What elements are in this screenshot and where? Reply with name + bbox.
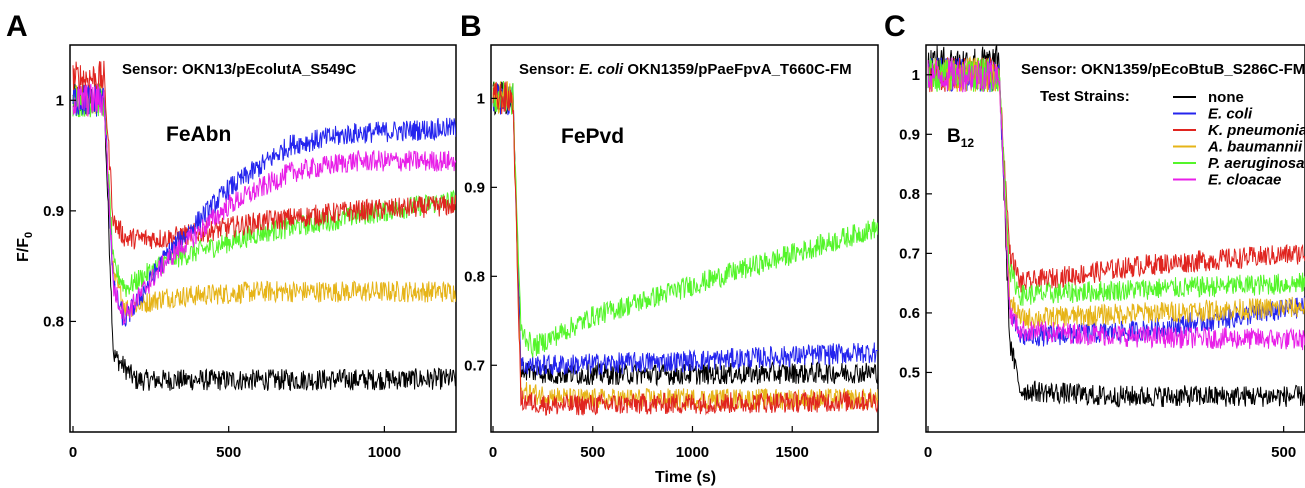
series-line [72, 83, 456, 325]
panel-b-sensor-annotation: Sensor: E. coli OKN1359/pPaeFpvA_T660C-F… [519, 61, 852, 78]
x-tick-label: 1500 [776, 444, 809, 461]
legend-entry: P. aeruginosa [1208, 155, 1304, 172]
plot-frame [925, 44, 1305, 433]
panel-a: 0 500 1000 0.8 0.9 1 [43, 44, 457, 461]
series-line [927, 57, 1305, 351]
legend-entry: K. pneumoniae [1208, 122, 1305, 139]
series-line [927, 55, 1305, 329]
y-tick-label: 0.5 [899, 364, 920, 381]
panel-a-letter: A [6, 10, 28, 43]
x-tick-label: 1000 [368, 444, 401, 461]
panel-a-ligand-label: FeAbn [166, 123, 231, 146]
series-line [72, 60, 456, 250]
y-tick-label: 0.7 [899, 245, 920, 262]
legend-entry: A. baumannii [1207, 139, 1303, 156]
x-tick-label: 500 [580, 444, 605, 461]
y-tick-label: 1 [56, 92, 64, 109]
y-tick-label: 1 [912, 67, 920, 84]
y-tick-label: 0.9 [43, 203, 64, 220]
panel-b-ligand-label: FePvd [561, 125, 624, 148]
panel-c-letter: C [884, 10, 906, 43]
y-axis-label: F/F0 [15, 232, 35, 262]
panel-c-sensor-annotation: Sensor: OKN1359/pEcoBtuB_S286C-FM [1021, 61, 1305, 78]
panel-a-sensor-annotation: Sensor: OKN13/pEcolutA_S549C [122, 61, 356, 78]
x-tick-label: 0 [924, 444, 932, 461]
legend-entry: E. coli [1208, 106, 1253, 123]
series-line [492, 82, 878, 376]
y-tick-label: 0.8 [464, 268, 485, 285]
panel-c: 0 500 0.5 0.6 0.7 0.8 0.9 1 [899, 44, 1305, 461]
y-tick-label: 0.9 [464, 179, 485, 196]
series-line [72, 82, 456, 392]
plot-frame [490, 44, 879, 433]
panel-c-ligand-label: B12 [947, 126, 974, 150]
series-line [72, 83, 456, 317]
x-tick-label: 500 [216, 444, 241, 461]
panel-b: 0 500 1000 1500 0.7 0.8 0.9 1 [464, 44, 879, 461]
legend-entry: E. cloacae [1208, 172, 1281, 189]
x-tick-label: 0 [69, 444, 77, 461]
series-line [492, 80, 878, 358]
y-tick-label: 0.6 [899, 305, 920, 322]
x-tick-label: 0 [489, 444, 497, 461]
legend-title: Test Strains: [1040, 88, 1130, 105]
series-line [927, 57, 1305, 307]
y-tick-label: 0.8 [899, 186, 920, 203]
series-line [72, 83, 456, 298]
panel-b-letter: B [460, 10, 482, 43]
series-line [492, 81, 878, 387]
x-tick-label: 500 [1271, 444, 1296, 461]
legend-entry: none [1208, 89, 1244, 106]
y-tick-label: 0.9 [899, 126, 920, 143]
y-tick-label: 1 [477, 90, 485, 107]
plot-frame [69, 44, 457, 433]
x-axis-label: Time (s) [655, 469, 716, 486]
y-tick-label: 0.7 [464, 357, 485, 374]
series-line [492, 81, 878, 416]
y-tick-label: 0.8 [43, 313, 64, 330]
x-tick-label: 1000 [676, 444, 709, 461]
